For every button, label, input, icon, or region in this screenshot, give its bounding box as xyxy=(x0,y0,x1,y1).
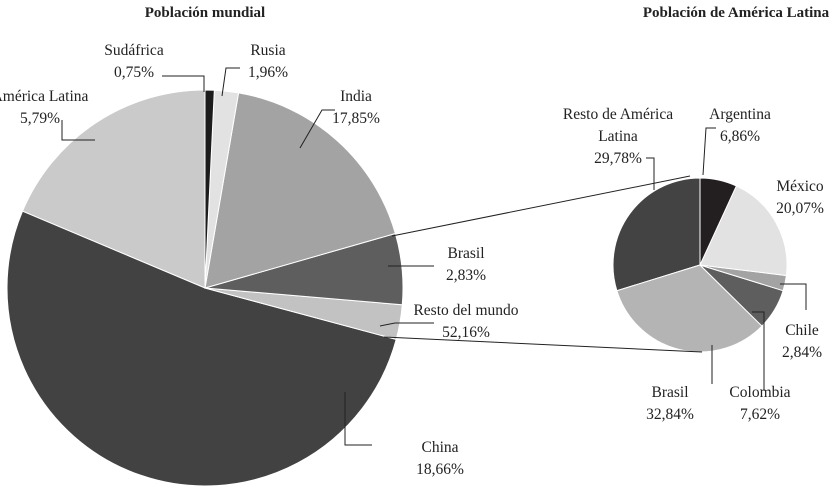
category-label: Sudáfrica xyxy=(104,42,164,59)
category-label: Resto del mundo xyxy=(413,302,519,319)
value-label: 18,66% xyxy=(416,461,464,478)
slice-label: Sudáfrica 0,75% xyxy=(104,40,163,84)
value-label: 6,86% xyxy=(719,128,761,145)
slice-label: Rusia 1,96% xyxy=(248,40,288,84)
leader-line xyxy=(702,127,716,176)
pie-slice xyxy=(612,177,701,292)
leader-line xyxy=(162,75,205,92)
leader-line xyxy=(221,67,240,97)
pie-slice xyxy=(6,210,397,486)
pie-slice xyxy=(616,264,763,353)
slice-label: China 18,66% xyxy=(416,437,464,481)
slice-label: Argentina 6,86% xyxy=(709,104,771,148)
category-label: Chile xyxy=(785,322,819,339)
value-label: 52,16% xyxy=(442,324,490,341)
category-label: América Latina xyxy=(0,88,89,105)
value-label: 5,79% xyxy=(19,110,61,127)
connectors xyxy=(383,175,703,353)
leader-line xyxy=(646,157,655,190)
value-label: 17,85% xyxy=(332,110,380,127)
leader-line xyxy=(780,283,807,310)
category-label: Rusia xyxy=(250,42,286,59)
pie-slice xyxy=(21,89,206,289)
leader-line xyxy=(61,120,95,141)
leader-lines xyxy=(61,67,807,446)
value-label: 7,62% xyxy=(739,406,781,423)
leader-line xyxy=(379,322,434,327)
leader-line xyxy=(299,109,335,149)
slice-label: Resto del mundo 52,16% xyxy=(413,300,518,344)
value-label: 1,96% xyxy=(247,64,289,81)
category-label: Argentina xyxy=(709,106,771,123)
value-label: 2,84% xyxy=(781,344,823,361)
chart-title: Población de América Latina xyxy=(642,5,830,21)
pie-slice xyxy=(204,92,396,289)
slice-label: América Latina 5,79% xyxy=(0,86,88,130)
pie-slice xyxy=(699,185,788,277)
slice-label: México 20,07% xyxy=(776,176,824,220)
pie-slice xyxy=(699,177,738,266)
slice-label: Brasil 32,84% xyxy=(646,382,694,426)
category-label: India xyxy=(340,88,372,105)
category-label: Colombia xyxy=(729,384,791,401)
category-label: México xyxy=(776,178,824,195)
value-label: 0,75% xyxy=(113,64,155,81)
category-label: China xyxy=(421,439,459,456)
value-label: 29,78% xyxy=(594,150,642,167)
slice-label: Brasil 2,83% xyxy=(446,243,486,287)
category-label: Brasil xyxy=(447,245,485,262)
value-label: 32,84% xyxy=(646,406,694,423)
pie-slice xyxy=(204,89,215,289)
slice-label: Colombia 7,62% xyxy=(729,382,790,426)
leader-line xyxy=(752,311,765,390)
slice-label: India 17,85% xyxy=(332,86,380,130)
slice-label: Chile 2,84% xyxy=(782,320,822,364)
connector-line xyxy=(383,336,703,353)
value-label: 20,07% xyxy=(776,200,824,217)
chart-title: Población mundial xyxy=(144,5,266,21)
connector-line xyxy=(391,175,691,237)
slice-label: Resto de América Latina 29,78% xyxy=(558,104,678,170)
category-label: Resto de América Latina xyxy=(562,106,674,145)
leader-line xyxy=(344,392,372,446)
value-label: 2,83% xyxy=(445,267,487,284)
category-label: Brasil xyxy=(651,384,689,401)
